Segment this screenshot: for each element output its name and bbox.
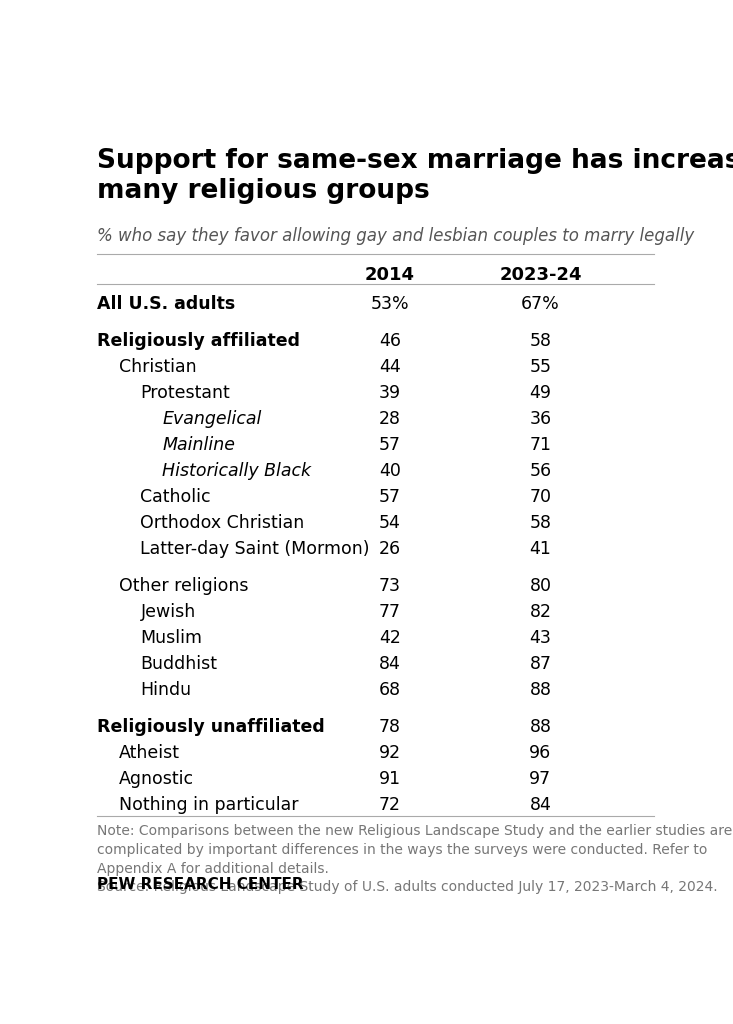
Text: Mainline: Mainline <box>162 436 235 454</box>
Text: 43: 43 <box>529 629 551 647</box>
Text: 2023-24: 2023-24 <box>499 266 582 285</box>
Text: Atheist: Atheist <box>119 744 180 762</box>
Text: Other religions: Other religions <box>119 578 248 595</box>
Text: 88: 88 <box>529 681 551 699</box>
Text: 78: 78 <box>379 718 401 736</box>
Text: 91: 91 <box>379 770 401 788</box>
Text: Orthodox Christian: Orthodox Christian <box>141 514 305 531</box>
Text: Religiously affiliated: Religiously affiliated <box>97 332 301 350</box>
Text: 70: 70 <box>529 488 551 506</box>
Text: 58: 58 <box>529 332 551 350</box>
Text: Latter-day Saint (Mormon): Latter-day Saint (Mormon) <box>141 540 370 558</box>
Text: Muslim: Muslim <box>141 629 202 647</box>
Text: 87: 87 <box>529 655 551 673</box>
Text: 82: 82 <box>529 603 551 622</box>
Text: Buddhist: Buddhist <box>141 655 218 673</box>
Text: 44: 44 <box>379 357 401 376</box>
Text: 80: 80 <box>529 578 551 595</box>
Text: 71: 71 <box>529 436 551 454</box>
Text: Historically Black: Historically Black <box>162 462 312 480</box>
Text: 55: 55 <box>529 357 551 376</box>
Text: All U.S. adults: All U.S. adults <box>97 295 235 312</box>
Text: 54: 54 <box>379 514 401 531</box>
Text: Hindu: Hindu <box>141 681 191 699</box>
Text: 26: 26 <box>379 540 401 558</box>
Text: 68: 68 <box>379 681 401 699</box>
Text: 49: 49 <box>529 384 551 401</box>
Text: 28: 28 <box>379 410 401 428</box>
Text: % who say they favor allowing gay and lesbian couples to marry legally: % who say they favor allowing gay and le… <box>97 227 695 245</box>
Text: 72: 72 <box>379 797 401 814</box>
Text: 53%: 53% <box>371 295 409 312</box>
Text: 77: 77 <box>379 603 401 622</box>
Text: 97: 97 <box>529 770 551 788</box>
Text: 57: 57 <box>379 436 401 454</box>
Text: 2014: 2014 <box>365 266 415 285</box>
Text: 58: 58 <box>529 514 551 531</box>
Text: Support for same-sex marriage has increased across
many religious groups: Support for same-sex marriage has increa… <box>97 148 733 204</box>
Text: Note: Comparisons between the new Religious Landscape Study and the earlier stud: Note: Comparisons between the new Religi… <box>97 823 732 895</box>
Text: Christian: Christian <box>119 357 196 376</box>
Text: 67%: 67% <box>521 295 560 312</box>
Text: Evangelical: Evangelical <box>162 410 262 428</box>
Text: 92: 92 <box>379 744 401 762</box>
Text: 73: 73 <box>379 578 401 595</box>
Text: 40: 40 <box>379 462 401 480</box>
Text: Religiously unaffiliated: Religiously unaffiliated <box>97 718 325 736</box>
Text: Protestant: Protestant <box>141 384 230 401</box>
Text: Agnostic: Agnostic <box>119 770 194 788</box>
Text: 84: 84 <box>379 655 401 673</box>
Text: 57: 57 <box>379 488 401 506</box>
Text: 41: 41 <box>529 540 551 558</box>
Text: 84: 84 <box>529 797 551 814</box>
Text: 56: 56 <box>529 462 551 480</box>
Text: Jewish: Jewish <box>141 603 196 622</box>
Text: PEW RESEARCH CENTER: PEW RESEARCH CENTER <box>97 877 304 892</box>
Text: 39: 39 <box>379 384 401 401</box>
Text: 42: 42 <box>379 629 401 647</box>
Text: 96: 96 <box>529 744 551 762</box>
Text: 88: 88 <box>529 718 551 736</box>
Text: Nothing in particular: Nothing in particular <box>119 797 298 814</box>
Text: 36: 36 <box>529 410 551 428</box>
Text: 46: 46 <box>379 332 401 350</box>
Text: Catholic: Catholic <box>141 488 211 506</box>
